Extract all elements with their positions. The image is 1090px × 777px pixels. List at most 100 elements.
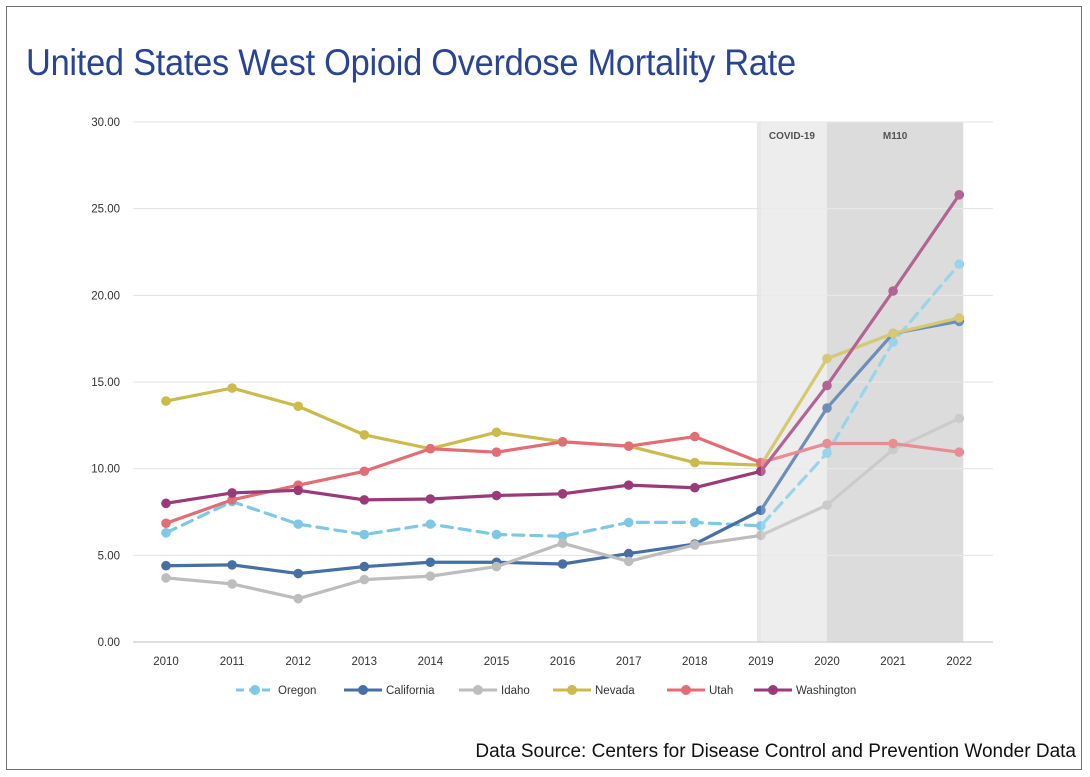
x-tick-label: 2011	[220, 656, 245, 668]
x-tick-label: 2010	[153, 656, 179, 668]
data-point-oregon	[425, 519, 436, 529]
legend-label-oregon: Oregon	[278, 685, 316, 697]
data-point-washington	[557, 489, 568, 499]
x-tick-label: 2020	[814, 656, 840, 668]
data-point-idaho	[491, 561, 502, 572]
data-point-idaho	[425, 571, 436, 581]
data-point-utah	[954, 447, 964, 458]
y-tick-label: 20.00	[91, 290, 120, 302]
legend-label-nevada: Nevada	[595, 685, 635, 697]
data-point-washington	[491, 490, 502, 501]
data-point-washington	[822, 380, 832, 391]
data-point-washington	[888, 286, 898, 296]
legend-label-california: California	[386, 685, 435, 697]
legend-marker-california	[358, 685, 368, 695]
legend-label-idaho: Idaho	[501, 685, 530, 697]
data-point-oregon	[359, 529, 370, 540]
data-point-utah	[161, 518, 171, 529]
x-tick-label: 2017	[616, 656, 642, 668]
data-point-utah	[491, 447, 502, 458]
data-point-oregon	[557, 531, 568, 542]
data-point-nevada	[491, 427, 502, 438]
data-point-oregon	[161, 528, 171, 538]
data-point-nevada	[822, 353, 832, 364]
data-point-washington	[293, 485, 304, 496]
legend-label-utah: Utah	[709, 685, 733, 697]
data-point-california	[227, 560, 237, 570]
data-point-washington	[690, 482, 700, 493]
data-point-nevada	[161, 396, 171, 406]
legend-label-washington: Washington	[796, 685, 856, 697]
data-point-nevada	[954, 313, 964, 323]
data-point-idaho	[954, 413, 964, 424]
data-point-california	[359, 561, 370, 572]
x-tick-label: 2019	[748, 656, 774, 668]
data-point-utah	[425, 443, 436, 454]
x-tick-label: 2018	[682, 656, 708, 668]
data-point-idaho	[161, 573, 171, 583]
x-tick-label: 2022	[946, 656, 972, 668]
legend-marker-nevada	[567, 685, 577, 695]
data-point-utah	[227, 495, 237, 505]
x-tick-label: 2014	[418, 656, 444, 668]
data-point-idaho	[690, 540, 700, 550]
data-source-note: Data Source: Centers for Disease Control…	[475, 741, 1076, 762]
x-tick-label: 2013	[352, 656, 378, 668]
data-point-washington	[161, 498, 171, 509]
data-point-washington	[359, 495, 370, 505]
y-tick-label: 30.00	[91, 117, 120, 129]
y-tick-label: 5.00	[98, 550, 120, 562]
data-point-washington	[227, 488, 237, 498]
legend-marker-oregon	[250, 685, 260, 695]
legend-marker-washington	[768, 685, 778, 695]
data-point-idaho	[557, 538, 568, 548]
data-point-washington	[425, 494, 436, 504]
data-point-idaho	[756, 530, 766, 541]
data-point-nevada	[888, 328, 898, 339]
data-point-nevada	[293, 401, 304, 412]
data-point-oregon	[690, 517, 700, 528]
data-point-utah	[888, 438, 898, 449]
data-point-oregon	[888, 337, 898, 347]
data-point-washington	[954, 190, 964, 200]
data-point-oregon	[491, 529, 502, 540]
x-tick-label: 2016	[550, 656, 576, 668]
data-point-nevada	[227, 383, 237, 393]
page-title: United States West Opioid Overdose Morta…	[26, 42, 796, 83]
shaded-region-label: COVID-19	[769, 131, 816, 142]
y-tick-label: 0.00	[98, 637, 120, 649]
data-point-nevada	[359, 430, 370, 440]
data-point-nevada	[690, 457, 700, 468]
shaded-region-label: M110	[883, 131, 908, 142]
data-point-utah	[623, 441, 634, 451]
x-tick-label: 2021	[880, 656, 906, 668]
data-point-california	[756, 505, 766, 516]
shaded-region-overlay	[760, 122, 964, 642]
data-point-oregon	[756, 521, 766, 531]
data-point-utah	[557, 437, 568, 447]
y-tick-label: 15.00	[91, 377, 120, 389]
data-point-utah	[822, 438, 832, 449]
x-tick-label: 2015	[484, 656, 510, 668]
legend-marker-utah	[681, 685, 691, 695]
data-point-utah	[756, 457, 766, 468]
data-point-washington	[623, 480, 634, 490]
y-tick-label: 25.00	[91, 204, 120, 216]
data-point-oregon	[623, 517, 634, 528]
data-point-california	[425, 557, 436, 568]
data-point-utah	[359, 466, 370, 477]
data-point-oregon	[822, 448, 832, 458]
legend-marker-idaho	[473, 685, 483, 695]
data-point-idaho	[293, 593, 304, 604]
data-point-idaho	[359, 574, 370, 585]
data-point-idaho	[623, 556, 634, 567]
data-point-california	[161, 560, 171, 571]
data-point-california	[293, 568, 304, 579]
data-point-washington	[756, 466, 766, 477]
x-tick-label: 2012	[285, 656, 311, 668]
data-point-oregon	[293, 519, 304, 529]
y-tick-label: 10.00	[91, 464, 120, 476]
data-point-idaho	[227, 579, 237, 589]
data-point-california	[623, 548, 634, 559]
